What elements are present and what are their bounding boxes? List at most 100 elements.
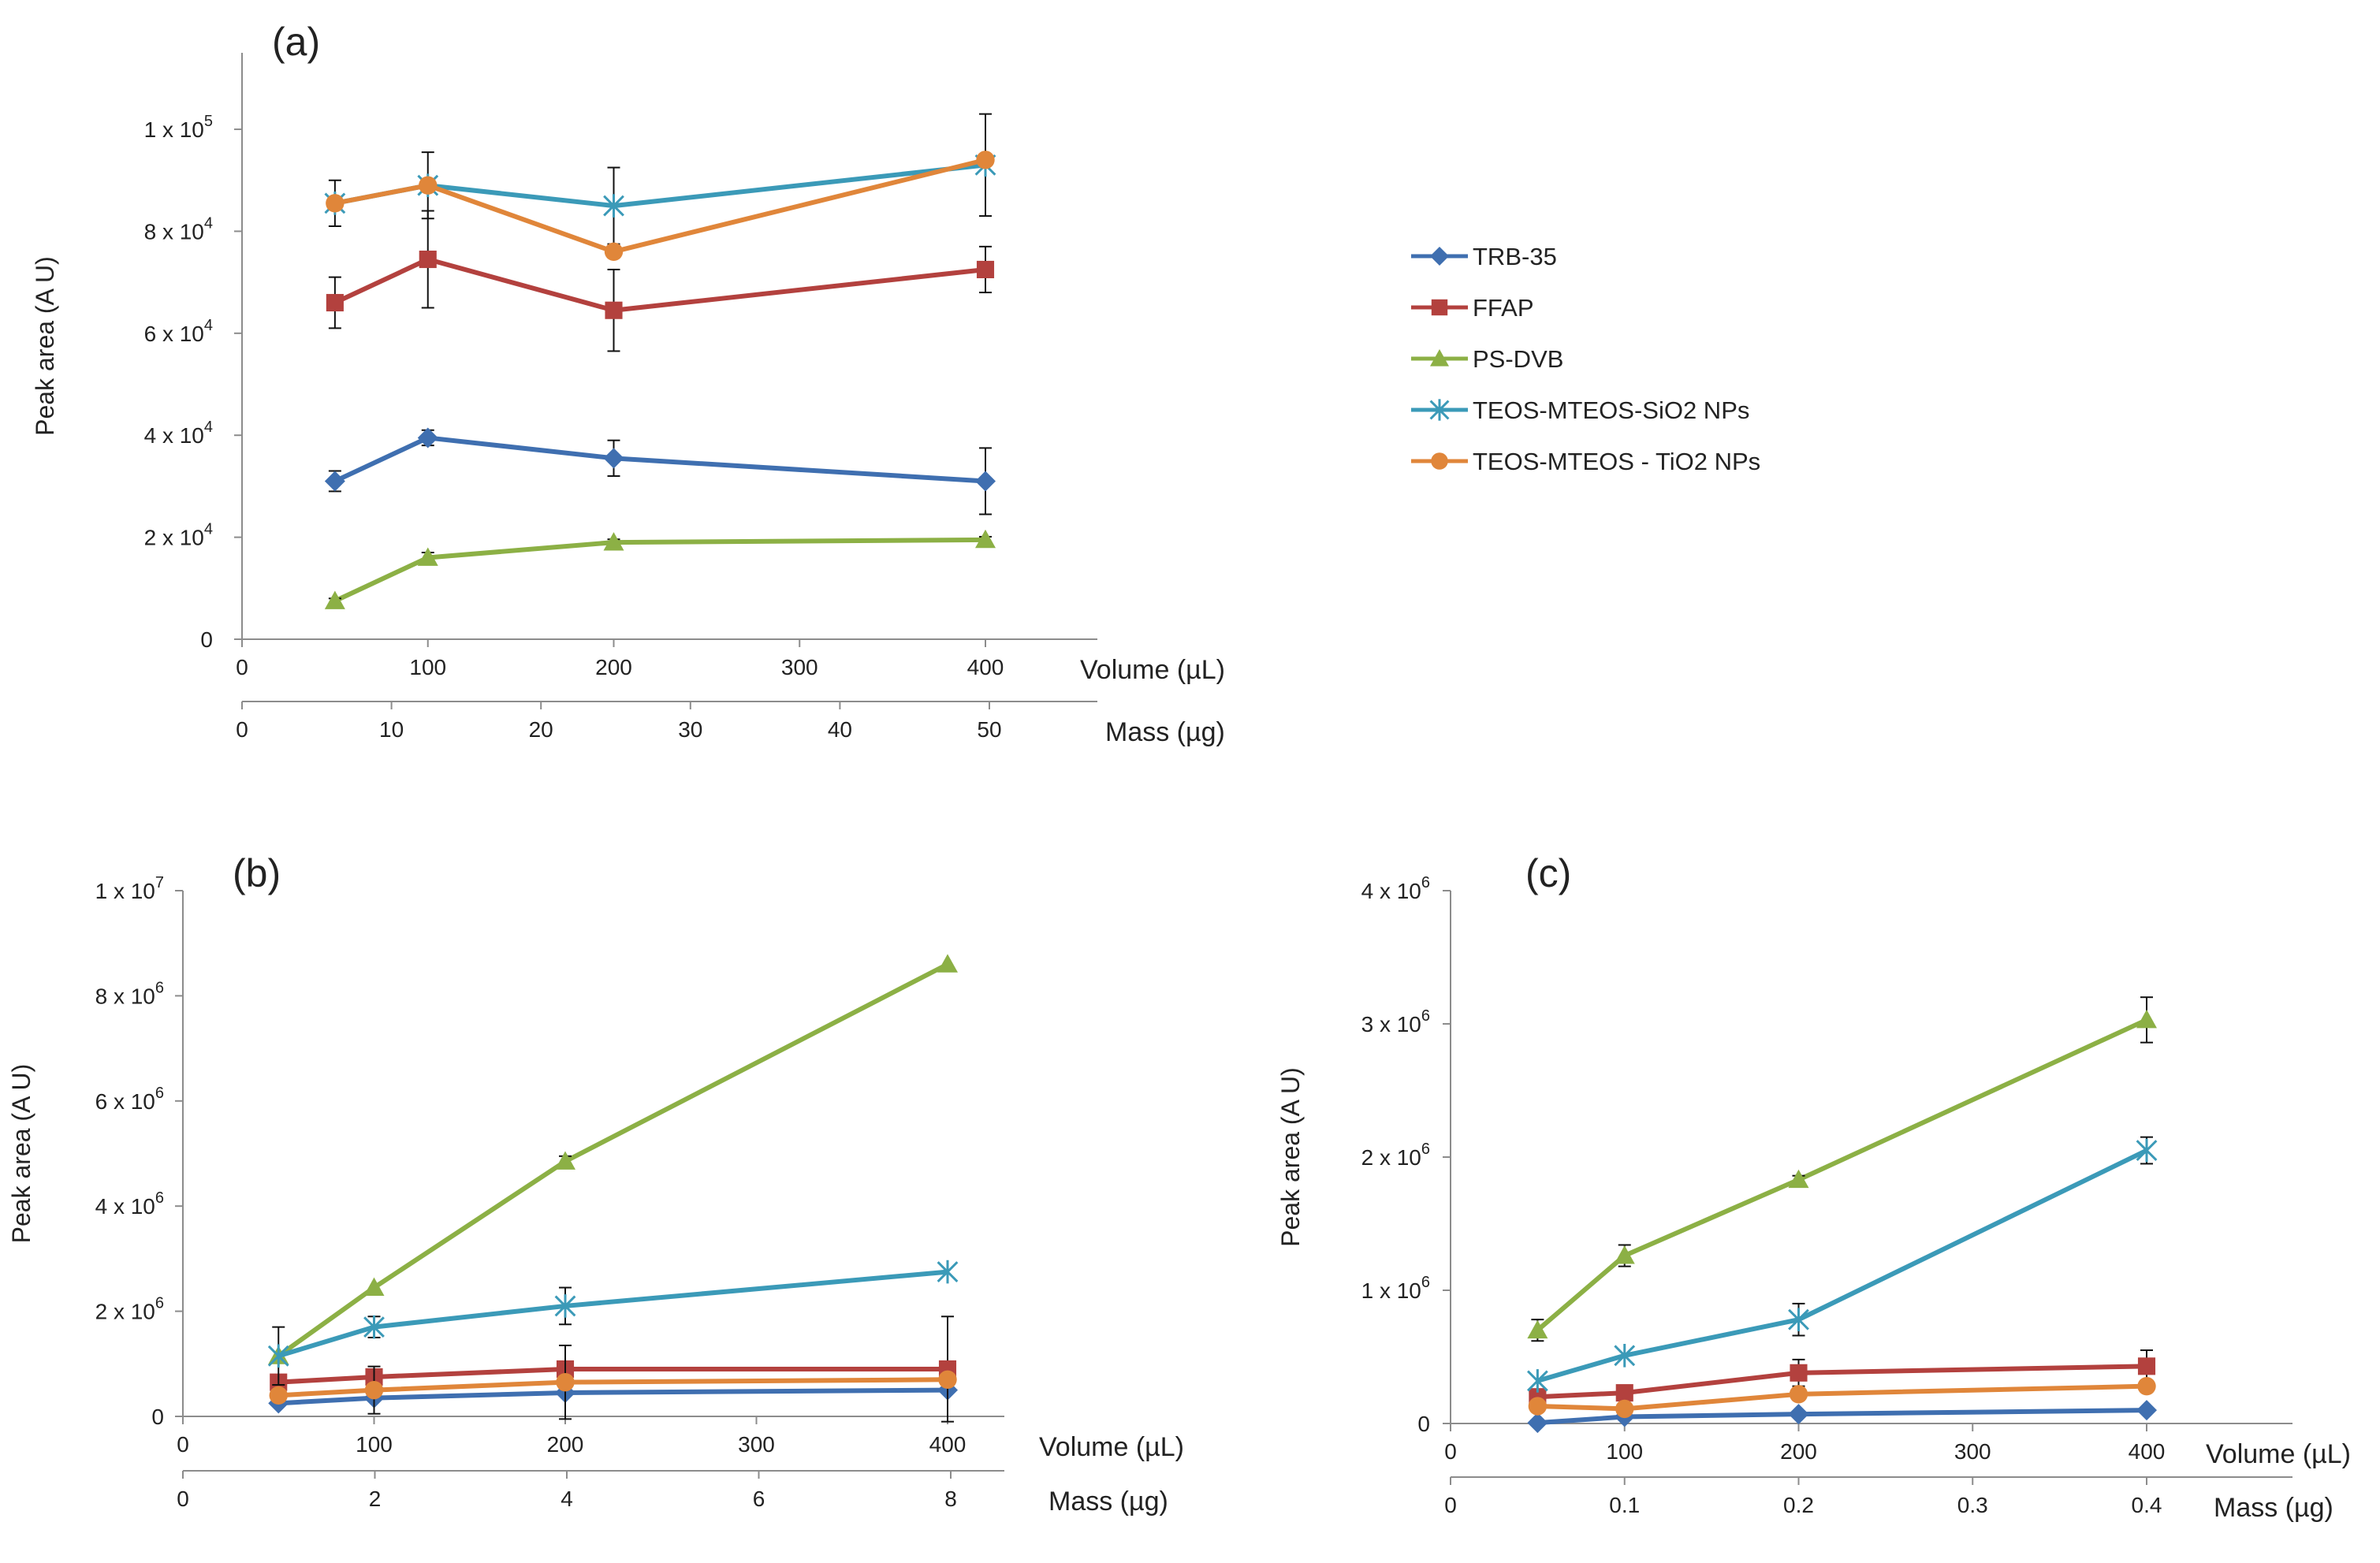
- data-point: [604, 242, 624, 262]
- data-point: [1790, 1364, 1808, 1382]
- data-point: [326, 293, 344, 312]
- panel-label: (b): [233, 851, 281, 895]
- data-point: [1788, 1308, 1809, 1331]
- mass-tick-label: 40: [828, 717, 852, 742]
- series-line: [277, 1269, 948, 1359]
- x-tick-label: 100: [409, 655, 446, 679]
- legend-label: PS-DVB: [1473, 345, 1563, 373]
- data-point: [937, 954, 958, 973]
- y-tick-label: 6 x 106: [95, 1085, 164, 1114]
- x-tick-label: 0: [177, 1432, 189, 1457]
- series-line: [1537, 1383, 2147, 1412]
- y-tick-exponent: 6: [155, 1085, 164, 1102]
- data-point: [2136, 1009, 2157, 1029]
- data-point: [556, 1372, 575, 1392]
- series-ffap: [326, 210, 995, 352]
- mass-tick-label: 10: [379, 717, 404, 742]
- data-point: [417, 547, 438, 566]
- y-tick-exponent: 6: [1421, 874, 1430, 891]
- data-point: [603, 532, 624, 551]
- series-trb-35: [324, 427, 996, 515]
- panel-label: (c): [1525, 851, 1571, 895]
- mass-tick-label: 8: [944, 1487, 957, 1511]
- data-point: [1527, 1319, 1548, 1339]
- legend-item-ps-dvb: PS-DVB: [1411, 345, 1563, 373]
- y-tick-exponent: 6: [1421, 1274, 1430, 1291]
- legend-marker: [1431, 452, 1448, 470]
- mass-tick-label: 0.2: [1783, 1493, 1814, 1517]
- data-point: [976, 151, 995, 169]
- mass-axis-title: Mass (µg): [2214, 1493, 2333, 1523]
- mass-tick-label: 0.1: [1609, 1493, 1640, 1517]
- series-line: [1537, 1364, 2147, 1400]
- mass-tick-label: 0: [1444, 1493, 1457, 1517]
- data-point: [1526, 1369, 1548, 1393]
- data-point: [417, 427, 438, 448]
- series-line: [333, 435, 986, 484]
- y-tick-label: 6 x 104: [144, 317, 213, 346]
- data-point: [555, 1151, 575, 1170]
- y-tick-label: 0: [151, 1405, 164, 1429]
- x-tick-label: 400: [929, 1432, 967, 1457]
- data-point: [1615, 1384, 1633, 1402]
- legend-label: TEOS-MTEOS - TiO2 NPs: [1473, 448, 1760, 475]
- x-tick-label: 100: [356, 1432, 393, 1457]
- data-point: [2136, 1400, 2157, 1421]
- mass-axis-title: Mass (µg): [1048, 1487, 1168, 1516]
- data-point: [419, 250, 437, 269]
- x-tick-label: 0: [236, 655, 248, 679]
- mass-tick-label: 0.4: [2132, 1493, 2162, 1517]
- legend-label: FFAP: [1473, 294, 1534, 322]
- mass-tick-label: 0.3: [1957, 1493, 1988, 1517]
- series-ffap: [270, 1316, 957, 1423]
- y-tick-label: 8 x 106: [95, 979, 164, 1008]
- data-point: [975, 529, 996, 549]
- panel-b: (b) 0 2 x 106 4 x 106 6 x 106 8 x 106 1 x 107 0…: [7, 851, 1184, 1516]
- x-tick-label: 300: [738, 1432, 775, 1457]
- x-axis-title: Volume (µL): [2206, 1439, 2351, 1469]
- legend-marker: [1430, 349, 1449, 367]
- data-point: [1788, 1404, 1809, 1425]
- y-tick-label: 4 x 104: [144, 419, 213, 448]
- data-point: [1789, 1385, 1808, 1404]
- x-tick-label: 200: [595, 655, 632, 679]
- series-line: [278, 1387, 948, 1406]
- data-point: [938, 1370, 957, 1390]
- mass-tick-label: 0: [236, 717, 248, 742]
- data-point: [363, 1315, 385, 1339]
- data-point: [364, 1380, 384, 1400]
- y-tick-label: 1 x 106: [1361, 1274, 1430, 1303]
- series-teos-mteos-tio2-nps: [269, 1344, 957, 1420]
- data-point: [363, 1277, 385, 1296]
- data-point: [1614, 1245, 1635, 1264]
- y-tick-exponent: 6: [155, 1189, 164, 1207]
- series-line: [1537, 1408, 2147, 1426]
- x-axis-title: Volume (µL): [1039, 1432, 1184, 1462]
- legend: TRB-35 FFAP PS-DVB TEOS-MTEOS-SiO2 NPs TEOS-…: [1411, 243, 1760, 475]
- data-point: [267, 1344, 289, 1368]
- y-tick-label: 4 x 106: [95, 1189, 164, 1219]
- data-point: [324, 590, 345, 609]
- y-tick-label: 1 x 105: [144, 113, 213, 142]
- y-tick-label: 0: [200, 627, 213, 652]
- x-tick-label: 100: [1606, 1439, 1643, 1464]
- data-point: [269, 1386, 288, 1405]
- legend-marker: [1429, 399, 1450, 421]
- series-ps-dvb: [1527, 996, 2157, 1342]
- data-point: [937, 1260, 959, 1284]
- y-tick-label: 4 x 106: [1361, 874, 1430, 903]
- series-ps-dvb: [324, 529, 996, 609]
- series-teos-mteos-sio2-nps: [1526, 1136, 2158, 1393]
- y-tick-label: 2 x 106: [1361, 1141, 1430, 1170]
- series-line: [333, 257, 986, 313]
- data-point: [603, 194, 624, 218]
- series-line: [277, 962, 949, 1358]
- data-point: [976, 260, 995, 279]
- x-axis-title: Volume (µL): [1080, 655, 1225, 685]
- x-tick-label: 300: [781, 655, 818, 679]
- y-axis-title: Peak area (A U): [7, 1064, 35, 1244]
- y-tick-label: 2 x 104: [144, 521, 213, 550]
- legend-label: TRB-35: [1473, 243, 1557, 270]
- panel-a: (a) 0 2 x 104 4 x 104 6 x 104 8 x 104 1 x 105 0…: [31, 20, 1225, 747]
- data-point: [324, 471, 345, 492]
